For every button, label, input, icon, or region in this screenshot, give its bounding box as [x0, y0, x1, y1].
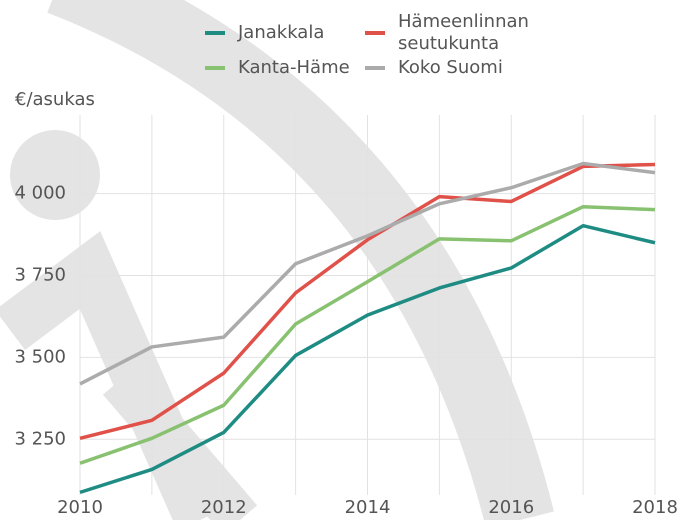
- x-tick-label: 2018: [632, 497, 678, 518]
- y-axis-label: €/asukas: [15, 89, 95, 110]
- x-tick-label: 2012: [201, 497, 247, 518]
- series-line: [79, 161, 656, 386]
- y-tick-label: 3 500: [14, 346, 66, 367]
- watermark: [0, 0, 554, 520]
- x-tick-label: 2016: [488, 497, 534, 518]
- y-tick-label: 3 250: [14, 428, 66, 449]
- y-tick-label: 3 750: [14, 265, 66, 286]
- legend-swatch: [205, 31, 225, 35]
- x-tick-label: 2010: [57, 497, 103, 518]
- legend-label: Koko Suomi: [398, 57, 503, 78]
- x-tick-label: 2014: [345, 497, 391, 518]
- legend-swatch: [365, 31, 385, 35]
- legend-swatch: [205, 66, 225, 70]
- series-line: [79, 223, 656, 495]
- y-tick-label: 4 000: [14, 183, 66, 204]
- legend-label: Kanta-Häme: [238, 57, 350, 78]
- legend-label: Hämeenlinnan seutukunta: [398, 11, 529, 54]
- legend-swatch: [365, 66, 385, 70]
- series-line: [79, 162, 656, 441]
- legend-label: Janakkala: [238, 22, 325, 43]
- series-line: [79, 204, 656, 465]
